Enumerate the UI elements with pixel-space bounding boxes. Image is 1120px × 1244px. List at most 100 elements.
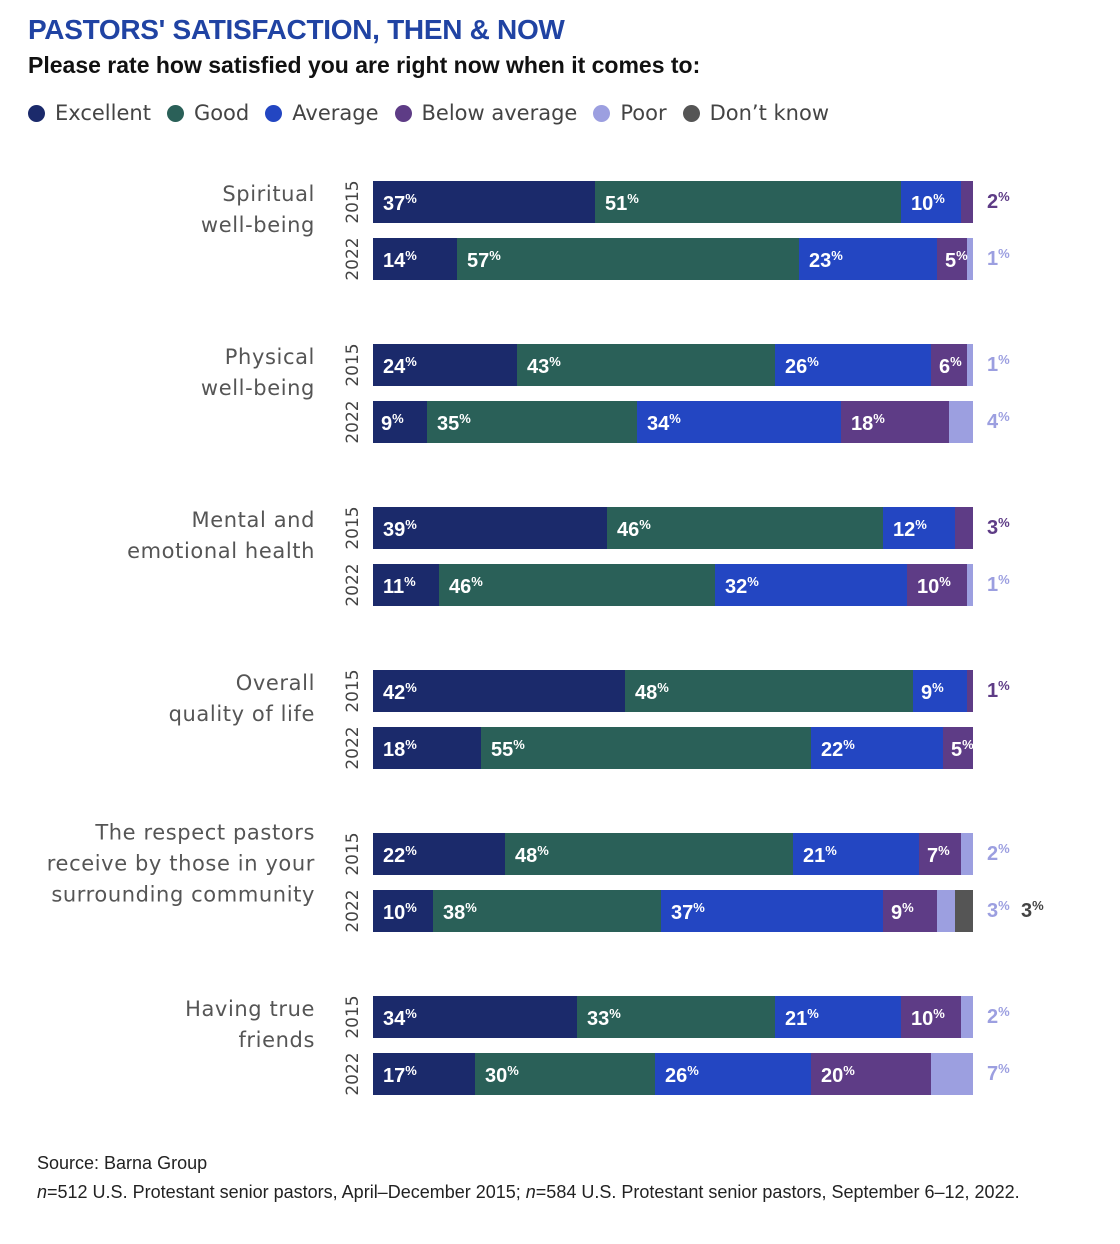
bar-segment-average bbox=[775, 996, 901, 1038]
legend-item-excellent: Excellent bbox=[28, 101, 151, 125]
legend-label-dont-know: Don’t know bbox=[709, 101, 830, 125]
legend-label-excellent: Excellent bbox=[55, 101, 151, 125]
stacked-bar-chart: Spiritual well-being 2015 2022 37% 51% 10% 2% 14… bbox=[47, 180, 1044, 1096]
data-label: 46% bbox=[449, 574, 483, 598]
legend-item-poor: Poor bbox=[593, 101, 667, 125]
data-label: 35% bbox=[437, 411, 471, 435]
category-label: Overall bbox=[236, 671, 315, 695]
sample-text-2015: =512 U.S. Protestant senior pastors, Apr… bbox=[47, 1182, 526, 1202]
category-label: friends bbox=[238, 1028, 315, 1052]
bar-segment-excellent bbox=[373, 564, 439, 606]
data-label: 22% bbox=[383, 843, 417, 867]
bar-segment-poor bbox=[961, 833, 973, 875]
year-label: 2022 bbox=[343, 237, 363, 280]
year-label: 2015 bbox=[343, 343, 363, 386]
year-label: 2015 bbox=[343, 669, 363, 712]
bar-segment-good bbox=[607, 507, 883, 549]
chart-title: PASTORS' SATISFACTION, THEN & NOW bbox=[28, 14, 565, 45]
data-label-outside: 2% bbox=[987, 1004, 1010, 1028]
category-label: emotional health bbox=[127, 539, 315, 563]
category-label: surrounding community bbox=[51, 883, 315, 907]
data-label-outside: 3% bbox=[987, 515, 1010, 539]
data-label-outside: 4% bbox=[987, 409, 1010, 433]
year-label: 2015 bbox=[343, 506, 363, 549]
data-label: 20% bbox=[821, 1063, 855, 1087]
data-label: 17% bbox=[383, 1063, 417, 1087]
sample-n-2022: n bbox=[525, 1182, 536, 1202]
legend-label-poor: Poor bbox=[620, 101, 667, 125]
data-label: 10% bbox=[917, 574, 951, 598]
bar-segment-excellent bbox=[373, 1053, 475, 1095]
legend-swatch-average bbox=[265, 104, 283, 122]
chart-subtitle: Please rate how satisfied you are right … bbox=[28, 52, 701, 78]
data-label: 26% bbox=[785, 354, 819, 378]
bar-segment-average bbox=[901, 181, 961, 223]
data-label: 5% bbox=[951, 737, 974, 761]
bar-segment-poor bbox=[949, 401, 973, 443]
data-label: 24% bbox=[383, 354, 417, 378]
legend-label-below-average: Below average bbox=[421, 101, 578, 125]
bar-segment-below-average bbox=[931, 344, 967, 386]
legend-swatch-excellent bbox=[28, 104, 45, 122]
data-label: 18% bbox=[851, 411, 885, 435]
bar-segment-poor bbox=[967, 344, 973, 386]
data-label: 38% bbox=[443, 900, 477, 924]
data-label: 43% bbox=[527, 354, 561, 378]
data-label-outside: 1% bbox=[987, 678, 1010, 702]
data-label: 5% bbox=[945, 248, 968, 272]
source-note: Source: Barna Group bbox=[37, 1153, 208, 1173]
legend-item-average: Average bbox=[265, 101, 379, 125]
year-label: 2015 bbox=[343, 180, 363, 223]
data-label: 34% bbox=[647, 411, 681, 435]
bar-segment-excellent bbox=[373, 670, 625, 712]
data-label: 51% bbox=[605, 191, 639, 215]
data-label: 57% bbox=[467, 248, 501, 272]
data-label: 18% bbox=[383, 737, 417, 761]
bar-segment-poor bbox=[967, 238, 973, 280]
bar-segment-average bbox=[637, 401, 841, 443]
legend-item-good: Good bbox=[166, 101, 249, 125]
bar-segment-average bbox=[913, 670, 967, 712]
bar-segment-average bbox=[811, 727, 943, 769]
category-label: Mental and bbox=[192, 508, 315, 532]
bar-segment-average bbox=[799, 238, 937, 280]
data-label: 37% bbox=[383, 191, 417, 215]
bar-segment-good bbox=[433, 890, 661, 932]
data-label: 7% bbox=[927, 843, 950, 867]
legend-swatch-below-average bbox=[394, 104, 412, 122]
data-label: 33% bbox=[587, 1006, 621, 1030]
data-label-outside: 2% bbox=[987, 841, 1010, 865]
bar-segment-below-average bbox=[883, 890, 937, 932]
data-label: 11% bbox=[383, 574, 416, 598]
legend-swatch-good bbox=[166, 104, 184, 122]
bar-group: Physical well-being 2015 2022 bbox=[201, 343, 973, 444]
bar-segment-poor bbox=[937, 890, 955, 932]
data-label: 10% bbox=[911, 191, 945, 215]
data-label-outside: 2% bbox=[987, 189, 1010, 213]
bar-segment-below-average bbox=[937, 238, 967, 280]
category-label: Physical bbox=[225, 345, 315, 369]
data-label-outside: 1% bbox=[987, 246, 1010, 270]
bar-segment-good bbox=[625, 670, 913, 712]
bar-segment-below-average bbox=[811, 1053, 931, 1095]
sample-text-2022: =584 U.S. Protestant senior pastors, Sep… bbox=[535, 1182, 1020, 1202]
data-label: 26% bbox=[665, 1063, 699, 1087]
bar-group: The respect pastors receive by those in y… bbox=[47, 821, 973, 933]
legend-swatch-dont-know bbox=[682, 104, 700, 122]
bar-group: Overall quality of life 2015 2022 bbox=[169, 669, 973, 770]
bar-group: Spiritual well-being 2015 2022 bbox=[201, 180, 973, 281]
data-label: 9% bbox=[891, 900, 914, 924]
data-label-outside: 3% bbox=[1021, 898, 1044, 922]
data-label-outside: 3% bbox=[987, 898, 1010, 922]
bar-segment-below-average bbox=[919, 833, 961, 875]
data-label: 14% bbox=[383, 248, 417, 272]
data-label: 12% bbox=[893, 517, 927, 541]
bar-segment-excellent bbox=[373, 238, 457, 280]
data-label: 42% bbox=[383, 680, 417, 704]
bar-group: Having true friends 2015 2022 bbox=[185, 995, 973, 1096]
data-label: 34% bbox=[383, 1006, 417, 1030]
legend: Excellent Good Average Below average Poo… bbox=[28, 98, 845, 128]
legend-item-below-average: Below average bbox=[394, 101, 578, 125]
bar-segment-excellent bbox=[373, 727, 481, 769]
data-label: 39% bbox=[383, 517, 417, 541]
